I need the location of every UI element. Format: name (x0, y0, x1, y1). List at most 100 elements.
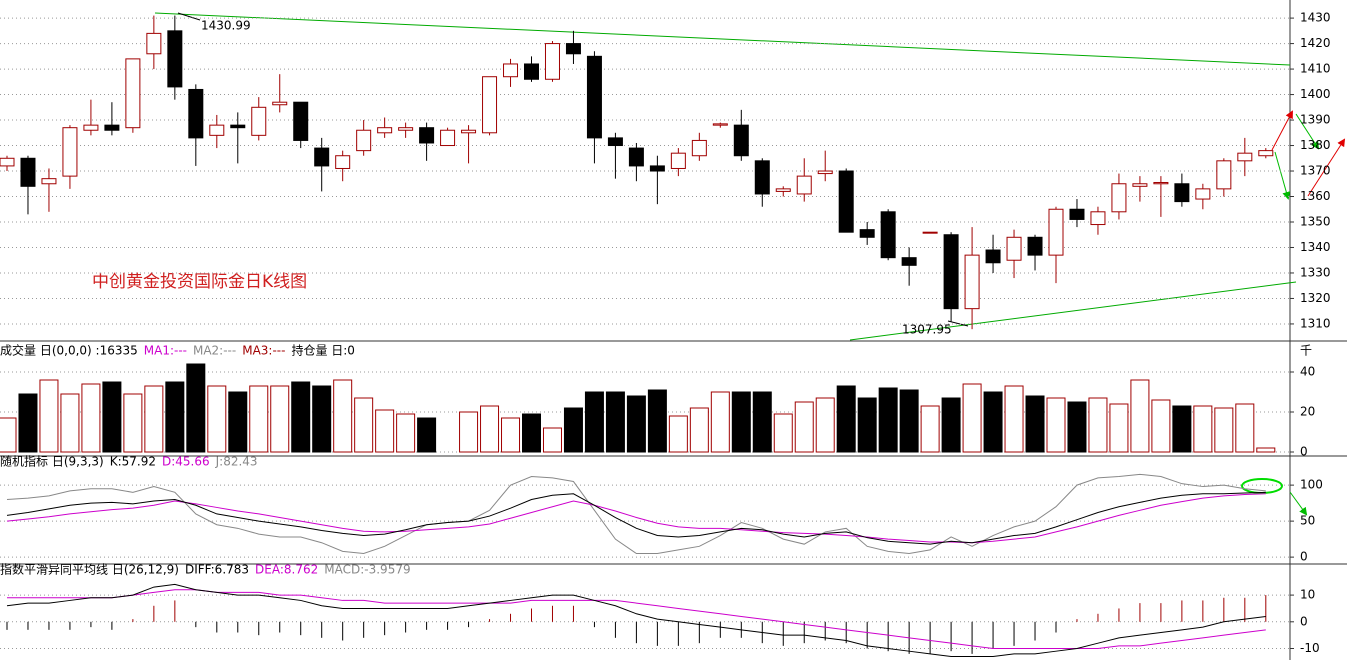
volume-bar (396, 413, 416, 453)
arrow (1271, 110, 1293, 151)
volume-bar (39, 379, 59, 453)
candle-body (104, 124, 120, 131)
indicator-line (6, 583, 1266, 658)
legend-entry: MA3:--- (242, 344, 285, 358)
candle-body (586, 55, 602, 139)
arrow (1307, 138, 1346, 197)
pointer (177, 12, 201, 21)
volume-bar (731, 391, 751, 453)
candle-body (649, 165, 665, 172)
volume-bar (60, 393, 80, 453)
volume-bar (354, 397, 374, 453)
legend-entry: J:82.43 (215, 455, 258, 469)
candle-body (1006, 236, 1022, 261)
candle-body (985, 249, 1001, 264)
candle-body (440, 129, 456, 147)
candle-body (754, 160, 770, 195)
candle-body (41, 178, 57, 185)
candle-body (125, 58, 141, 129)
volume-bar (102, 381, 122, 453)
volume-bar (1151, 399, 1171, 453)
volume-bar (920, 405, 940, 453)
volume-bar (857, 397, 877, 453)
volume-bar (962, 383, 982, 453)
volume-bar (459, 411, 479, 453)
candle-body (1258, 150, 1274, 157)
legend-entry: K:57.92 (110, 455, 156, 469)
candle-body (272, 101, 288, 106)
high-annotation: 1430.99 (201, 19, 251, 33)
candle-body (1111, 183, 1127, 213)
y-tick-label: 1360 (1300, 189, 1331, 203)
volume-bar (165, 381, 185, 453)
volume-bar (228, 391, 248, 453)
volume-bar (983, 391, 1003, 453)
volume-bar (563, 407, 583, 453)
volume-bar (584, 391, 604, 453)
y-tick-label: 20 (1300, 405, 1315, 419)
indicator-line (6, 473, 1266, 555)
legend-entry: MA2:--- (193, 344, 236, 358)
candle-body (1027, 236, 1043, 256)
candle-body (230, 124, 246, 129)
candle-body (1216, 160, 1232, 190)
volume-bar (1256, 447, 1276, 453)
candle-body (670, 152, 686, 169)
candle-body (565, 43, 581, 55)
volume-bar (480, 405, 500, 453)
candle-body (503, 63, 519, 78)
candle-body (859, 229, 875, 238)
y-tick-label: 1310 (1300, 316, 1331, 330)
volume-bar (375, 409, 395, 453)
candle-body (796, 175, 812, 195)
y-tick-label: 1370 (1300, 164, 1331, 178)
pointer (947, 320, 969, 327)
candle-body (1069, 208, 1085, 220)
candle-body (377, 127, 393, 134)
legend-entry: D:45.66 (162, 455, 210, 469)
candle-body (1195, 188, 1211, 200)
candle-body (943, 234, 959, 310)
volume-bar (18, 393, 38, 453)
candle-body (628, 147, 644, 167)
candle-body (544, 43, 560, 80)
y-tick-label: 1330 (1300, 265, 1331, 279)
candle-body (1048, 208, 1064, 256)
chart-title: 中创黄金投资国际金日K线图 (92, 272, 307, 292)
volume-bar (291, 381, 311, 453)
candle-body (1237, 152, 1253, 162)
candle-body (419, 127, 435, 144)
y-tick-label: 1430 (1300, 11, 1331, 25)
trend-line (154, 12, 1291, 66)
candle-body (1090, 211, 1106, 226)
volume-bar (249, 385, 269, 453)
volume-bar (773, 413, 793, 453)
candle-body (314, 147, 330, 167)
volume-bar (417, 417, 437, 453)
y-tick-label: 0 (1300, 550, 1308, 564)
y-tick-label: 0 (1300, 614, 1308, 628)
volume-bar (1172, 405, 1192, 453)
legend-entry: MA1:--- (144, 344, 187, 358)
volume-bar (522, 413, 541, 453)
volume-bar (1067, 401, 1087, 453)
candle-body (20, 157, 36, 187)
volume-bar (207, 385, 227, 453)
candle-body (398, 127, 414, 131)
volume-bar (1046, 397, 1066, 453)
candle-body (356, 129, 372, 152)
volume-bar (626, 395, 646, 453)
highlight (1241, 478, 1283, 494)
arrow (1274, 151, 1291, 200)
indicator-line (6, 493, 1266, 544)
y-tick-label: 1400 (1300, 87, 1331, 101)
y-tick-label: 1340 (1300, 240, 1331, 254)
y-tick-label: 1410 (1300, 62, 1331, 76)
volume-bar (1214, 407, 1234, 453)
candle-body (838, 170, 854, 233)
candle-body (733, 124, 749, 157)
volume-bar (941, 397, 961, 453)
candle-body (188, 88, 204, 139)
y-tick-label: 40 (1300, 365, 1315, 379)
